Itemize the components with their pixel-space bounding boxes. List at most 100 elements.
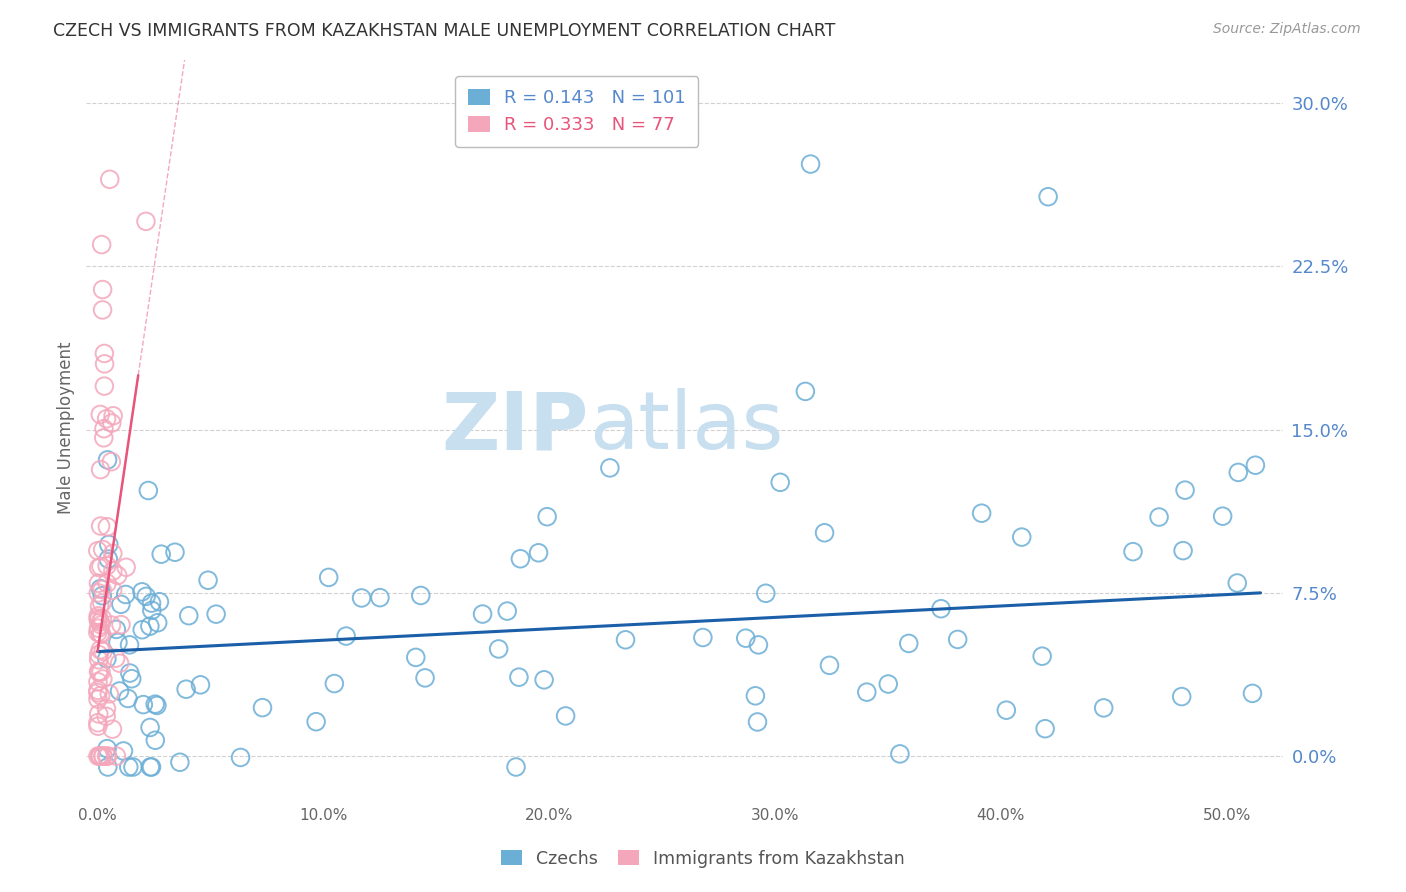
Point	[94, 709, 117, 723]
Point	[110, 617, 132, 632]
Text: ZIP: ZIP	[441, 388, 589, 467]
Point	[818, 658, 841, 673]
Point	[87, 576, 110, 591]
Point	[692, 631, 714, 645]
Point	[93, 346, 115, 360]
Text: Source: ZipAtlas.com: Source: ZipAtlas.com	[1213, 22, 1361, 37]
Point	[527, 546, 550, 560]
Point	[335, 629, 357, 643]
Point	[995, 703, 1018, 717]
Point	[138, 483, 160, 498]
Point	[554, 709, 576, 723]
Point	[108, 657, 131, 671]
Point	[98, 687, 121, 701]
Point	[101, 722, 124, 736]
Point	[104, 651, 127, 665]
Point	[368, 591, 391, 605]
Point	[91, 542, 114, 557]
Point	[96, 520, 118, 534]
Point	[98, 172, 121, 186]
Point	[105, 623, 128, 637]
Point	[89, 749, 111, 764]
Point	[533, 673, 555, 687]
Point	[90, 596, 112, 610]
Point	[229, 750, 252, 764]
Point	[90, 237, 112, 252]
Point	[87, 648, 110, 662]
Point	[87, 719, 110, 733]
Point	[139, 619, 162, 633]
Point	[1122, 544, 1144, 558]
Point	[89, 665, 111, 679]
Point	[131, 584, 153, 599]
Point	[409, 589, 432, 603]
Point	[91, 749, 114, 764]
Point	[93, 357, 115, 371]
Point	[509, 551, 531, 566]
Point	[87, 683, 110, 698]
Point	[87, 625, 110, 640]
Legend: R = 0.143   N = 101, R = 0.333   N = 77: R = 0.143 N = 101, R = 0.333 N = 77	[456, 76, 699, 147]
Point	[405, 650, 427, 665]
Point	[1147, 510, 1170, 524]
Point	[87, 706, 110, 721]
Point	[897, 636, 920, 650]
Point	[323, 676, 346, 690]
Point	[141, 760, 163, 774]
Point	[93, 422, 115, 436]
Point	[150, 547, 173, 561]
Point	[118, 666, 141, 681]
Point	[794, 384, 817, 399]
Point	[505, 760, 527, 774]
Point	[350, 591, 373, 605]
Point	[488, 641, 510, 656]
Point	[112, 744, 135, 758]
Point	[1227, 466, 1250, 480]
Point	[747, 714, 769, 729]
Point	[177, 608, 200, 623]
Point	[89, 599, 111, 613]
Point	[101, 583, 124, 598]
Point	[318, 570, 340, 584]
Point	[139, 760, 162, 774]
Point	[93, 431, 115, 445]
Point	[1031, 649, 1053, 664]
Point	[205, 607, 228, 622]
Point	[96, 576, 118, 591]
Point	[117, 691, 139, 706]
Point	[87, 586, 110, 600]
Point	[101, 564, 124, 578]
Point	[87, 543, 110, 558]
Point	[174, 682, 197, 697]
Point	[744, 689, 766, 703]
Point	[252, 700, 274, 714]
Point	[1036, 190, 1059, 204]
Point	[90, 689, 112, 703]
Point	[87, 685, 110, 699]
Point	[118, 760, 141, 774]
Point	[135, 590, 157, 604]
Point	[856, 685, 879, 699]
Point	[87, 621, 110, 635]
Point	[1092, 701, 1115, 715]
Point	[135, 214, 157, 228]
Point	[877, 677, 900, 691]
Point	[89, 615, 111, 629]
Point	[90, 559, 112, 574]
Point	[110, 597, 132, 611]
Text: atlas: atlas	[589, 388, 783, 467]
Point	[97, 760, 120, 774]
Point	[132, 698, 155, 712]
Point	[734, 631, 756, 645]
Point	[536, 509, 558, 524]
Point	[87, 692, 110, 706]
Point	[96, 741, 118, 756]
Point	[1011, 530, 1033, 544]
Point	[1171, 543, 1194, 558]
Point	[121, 672, 143, 686]
Point	[96, 652, 118, 666]
Point	[115, 560, 138, 574]
Point	[87, 613, 110, 627]
Point	[146, 615, 169, 630]
Point	[1244, 458, 1267, 473]
